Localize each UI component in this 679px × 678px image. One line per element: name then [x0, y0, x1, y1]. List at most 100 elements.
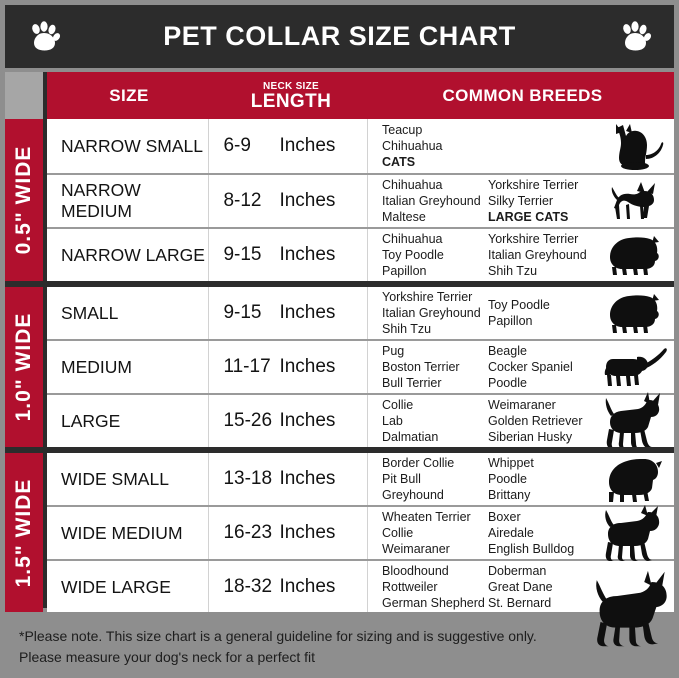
breed-name: Papillon	[382, 264, 427, 278]
breeds-column-2: Yorkshire Terrier Italian Greyhound Shih T…	[488, 231, 594, 279]
doberman-silhouette	[594, 545, 674, 647]
table-body: 0.5" WIDE NARROW SMALL 6-9 Inches Teacup Chih…	[5, 119, 674, 647]
chihuahua-silhouette	[594, 178, 674, 224]
breed-name: Airedale	[488, 526, 534, 540]
breed-name: Golden Retriever	[488, 414, 583, 428]
breed-name: English Bulldog	[488, 542, 575, 556]
column-header-size: SIZE	[47, 72, 211, 119]
neck-length-unit: Inches	[279, 244, 336, 265]
table-row: NARROW MEDIUM 8-12 Inches Chihuahua Italian …	[47, 175, 674, 229]
chart-title-bar: PET COLLAR SIZE CHART	[5, 5, 674, 68]
paw-print-icon	[618, 20, 652, 54]
breed-name: Shih Tzu	[488, 264, 538, 278]
table-row: WIDE LARGE 18-32 Inches Bloodhound Rottweile…	[47, 561, 674, 647]
neck-length-unit: Inches	[279, 190, 336, 211]
header-spacer	[43, 72, 47, 119]
neck-length-range: 9-15	[223, 244, 262, 265]
cell-common-breeds: Yorkshire Terrier Italian Greyhound Shih T…	[368, 287, 674, 339]
neck-length-unit: Inches	[279, 135, 336, 156]
cell-size-name: NARROW LARGE	[47, 229, 210, 281]
cell-neck-length: 18-32 Inches	[209, 561, 368, 613]
breed-name: Rottweiler	[382, 580, 438, 594]
sitting-cat-silhouette	[594, 119, 674, 173]
page-title: PET COLLAR SIZE CHART	[163, 21, 516, 51]
header-corner-block	[5, 72, 43, 119]
breed-name: Silky Terrier	[488, 194, 554, 208]
size-section: 1.5" WIDE WIDE SMALL 13-18 Inches Border Col…	[5, 447, 674, 647]
breeds-column-1: Pug Boston Terrier Bull Terrier	[382, 343, 488, 391]
neck-length-range: 6-9	[223, 135, 251, 156]
table-row: WIDE SMALL 13-18 Inches Border Collie Pit Bu…	[47, 453, 674, 507]
column-header-length-main: LENGTH	[250, 90, 332, 112]
neck-length-unit: Inches	[279, 522, 336, 543]
breeds-column-2: Boxer Airedale English Bulldog	[488, 509, 594, 557]
breed-name: Pit Bull	[382, 472, 421, 486]
breed-name: Great Dane	[488, 580, 553, 594]
breed-name: Chihuahua	[382, 178, 443, 192]
neck-length-unit: Inches	[279, 576, 336, 597]
cell-neck-length: 15-26 Inches	[209, 395, 368, 447]
breeds-column-2: Yorkshire Terrier Silky Terrier LARGE CATS	[488, 177, 594, 225]
breed-name: Weimaraner	[488, 398, 556, 412]
cell-neck-length: 6-9 Inches	[209, 119, 368, 173]
section-width-label: 1.0" WIDE	[5, 287, 43, 447]
breed-name: Pug	[382, 344, 405, 358]
neck-length-range: 8-12	[223, 190, 262, 211]
breed-name: Collie	[382, 398, 414, 412]
breed-name: Shih Tzu	[382, 322, 432, 336]
cell-common-breeds: Pug Boston Terrier Bull Terrier Beagle Cocke…	[368, 341, 674, 393]
breed-name: Dalmatian	[382, 430, 439, 444]
neck-length-range: 15-26	[223, 410, 273, 431]
breed-name: Chihuahua	[382, 139, 443, 153]
breed-name: Papillon	[488, 314, 533, 328]
cell-common-breeds: Bloodhound Rottweiler German Shepherd Dober…	[368, 561, 674, 647]
cell-size-name: WIDE LARGE	[47, 561, 210, 613]
breed-name: Toy Poodle	[382, 248, 444, 262]
breeds-column-2: Whippet Poodle Brittany	[488, 455, 594, 503]
breeds-column-1: Border Collie Pit Bull Greyhound	[382, 455, 488, 503]
breed-name: Whippet	[488, 456, 534, 470]
table-row: MEDIUM 11-17 Inches Pug Boston Terrier Bull T…	[47, 341, 674, 395]
cell-neck-length: 16-23 Inches	[209, 507, 368, 559]
breed-name: Chihuahua	[382, 232, 443, 246]
breed-name: Greyhound	[382, 488, 444, 502]
cell-neck-length: 8-12 Inches	[209, 175, 368, 227]
breed-name: Boxer	[488, 510, 521, 524]
breeds-column-2: Beagle Cocker Spaniel Poodle	[488, 343, 594, 391]
cell-size-name: WIDE MEDIUM	[47, 507, 210, 559]
neck-length-range: 13-18	[223, 468, 273, 489]
cell-neck-length: 11-17 Inches	[209, 341, 368, 393]
breed-name-emphasis: CATS	[382, 155, 416, 169]
size-section: 0.5" WIDE NARROW SMALL 6-9 Inches Teacup Chih…	[5, 119, 674, 281]
neck-length-range: 9-15	[223, 302, 262, 323]
table-header-row: SIZE NECK SIZE LENGTH COMMON BREEDS	[5, 72, 674, 119]
cell-neck-length: 13-18 Inches	[209, 453, 368, 505]
neck-length-range: 16-23	[223, 522, 273, 543]
footer-note-line2: Please measure your dog's neck for a per…	[19, 649, 316, 665]
breeds-column-1: Chihuahua Italian Greyhound Maltese	[382, 177, 488, 225]
table-row: NARROW LARGE 9-15 Inches Chihuahua Toy Poodl…	[47, 229, 674, 281]
breeds-column-2: Weimaraner Golden Retriever Siberian Husky	[488, 397, 594, 445]
cell-common-breeds: Chihuahua Italian Greyhound Maltese Yorkshi…	[368, 175, 674, 227]
neck-length-unit: Inches	[279, 302, 336, 323]
neck-length-range: 18-32	[223, 576, 273, 597]
section-width-label: 1.5" WIDE	[5, 453, 43, 613]
table-row: SMALL 9-15 Inches Yorkshire Terrier Italian …	[47, 287, 674, 341]
cell-neck-length: 9-15 Inches	[209, 287, 368, 339]
boxer-silhouette	[594, 503, 674, 563]
beagle-silhouette	[594, 345, 674, 389]
breed-name: Italian Greyhound	[382, 306, 481, 320]
breed-name: Doberman	[488, 564, 547, 578]
column-header-breeds: COMMON BREEDS	[371, 72, 674, 119]
breed-name: Boston Terrier	[382, 360, 460, 374]
breed-name: St. Bernard	[488, 596, 552, 610]
column-header-length: NECK SIZE LENGTH	[211, 72, 371, 119]
breed-name: Border Collie	[382, 456, 455, 470]
breed-name: Lab	[382, 414, 403, 428]
neck-length-unit: Inches	[279, 356, 336, 377]
breed-name: Yorkshire Terrier	[488, 232, 579, 246]
breed-name: Brittany	[488, 488, 531, 502]
cell-common-breeds: Teacup Chihuahua CATS	[368, 119, 674, 173]
breed-name: Siberian Husky	[488, 430, 573, 444]
